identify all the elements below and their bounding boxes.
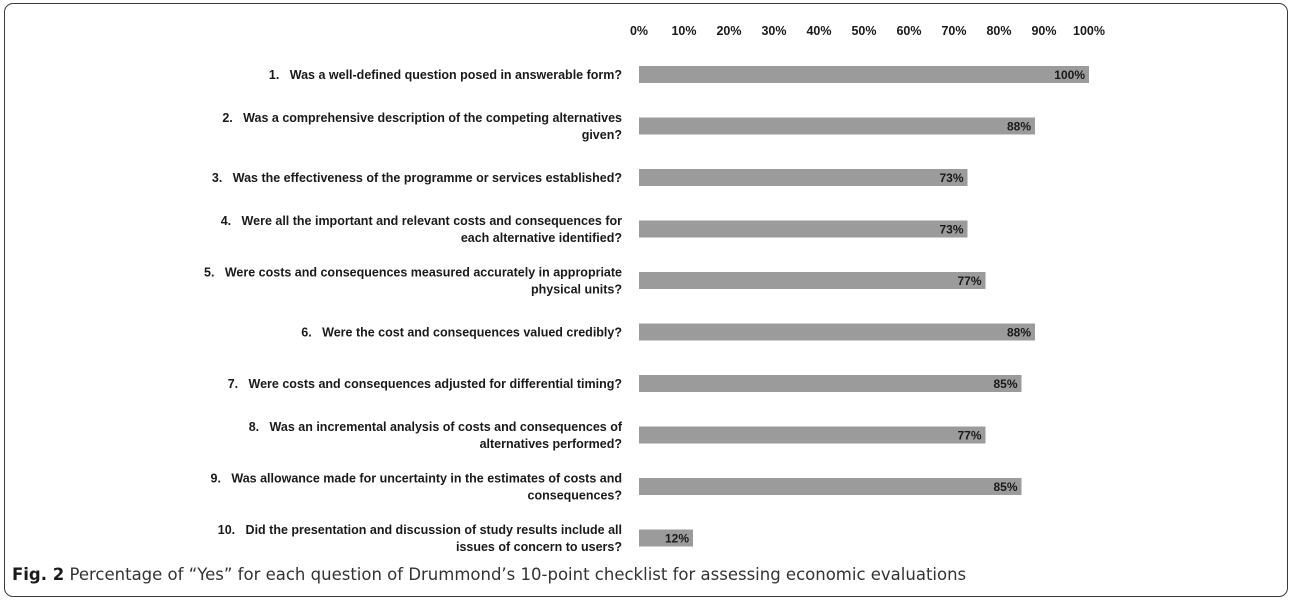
bar-value-label: 85% <box>993 480 1017 494</box>
bar <box>639 426 986 444</box>
bar <box>639 220 968 238</box>
bar <box>639 117 1035 135</box>
bar-value-label: 73% <box>939 223 963 237</box>
bars <box>639 66 1089 547</box>
bar-value-label: 77% <box>957 429 981 443</box>
category-label: 4. Were all the important and relevant c… <box>221 214 622 245</box>
figure-frame <box>4 3 1288 597</box>
bar <box>639 375 1022 392</box>
category-label: 10. Did the presentation and discussion … <box>218 523 622 554</box>
bar-value-label: 88% <box>1007 120 1031 134</box>
x-tick-label: 0% <box>630 24 648 38</box>
x-tick-label: 10% <box>671 24 696 38</box>
bar <box>639 478 1022 495</box>
bar-value-label: 77% <box>957 274 981 288</box>
figure-caption: Fig. 2 Percentage of “Yes” for each ques… <box>12 565 1282 584</box>
bar-value-label: 100% <box>1054 68 1085 82</box>
x-tick-label: 70% <box>941 24 966 38</box>
x-axis-ticks: 0% 10% 20% 30% 40% 50% 60% 70% 80% 90% 100% <box>630 24 1105 38</box>
value-labels: 100% 88% 73% 73% 77% 88% 85% 77% 85% 12% <box>665 68 1085 546</box>
bar <box>639 323 1035 341</box>
category-label: 7. Were costs and consequences adjusted … <box>228 377 622 391</box>
figure-label: Fig. 2 <box>12 565 65 584</box>
x-tick-label: 30% <box>761 24 786 38</box>
x-tick-label: 60% <box>896 24 921 38</box>
category-label: 9. Was allowance made for uncertainty in… <box>211 472 622 503</box>
bar <box>639 169 968 186</box>
bar <box>639 529 693 547</box>
bar-value-label: 73% <box>939 171 963 185</box>
bar <box>639 272 986 289</box>
category-label: 5. Were costs and consequences measured … <box>204 266 622 297</box>
bar-value-label: 88% <box>1007 326 1031 340</box>
category-label: 2. Was a comprehensive description of th… <box>222 111 622 142</box>
x-tick-label: 20% <box>716 24 741 38</box>
caption-text: Percentage of “Yes” for each question of… <box>64 565 967 584</box>
bar <box>639 66 1089 83</box>
category-label: 6. Were the cost and consequences valued… <box>301 326 622 340</box>
category-label: 8. Was an incremental analysis of costs … <box>249 420 623 451</box>
x-tick-label: 100% <box>1073 24 1105 38</box>
category-labels: 1. Was a well-defined question posed in … <box>204 68 623 554</box>
x-tick-label: 50% <box>851 24 876 38</box>
x-tick-label: 90% <box>1031 24 1056 38</box>
bar-chart: 0% 10% 20% 30% 40% 50% 60% 70% 80% 90% 100% 1. Was… <box>204 24 1105 554</box>
x-tick-label: 40% <box>806 24 831 38</box>
bar-value-label: 85% <box>993 377 1017 391</box>
category-label: 3. Was the effectiveness of the programm… <box>212 171 622 185</box>
bar-value-label: 12% <box>665 532 689 546</box>
category-label: 1. Was a well-defined question posed in … <box>269 68 622 82</box>
x-tick-label: 80% <box>986 24 1011 38</box>
